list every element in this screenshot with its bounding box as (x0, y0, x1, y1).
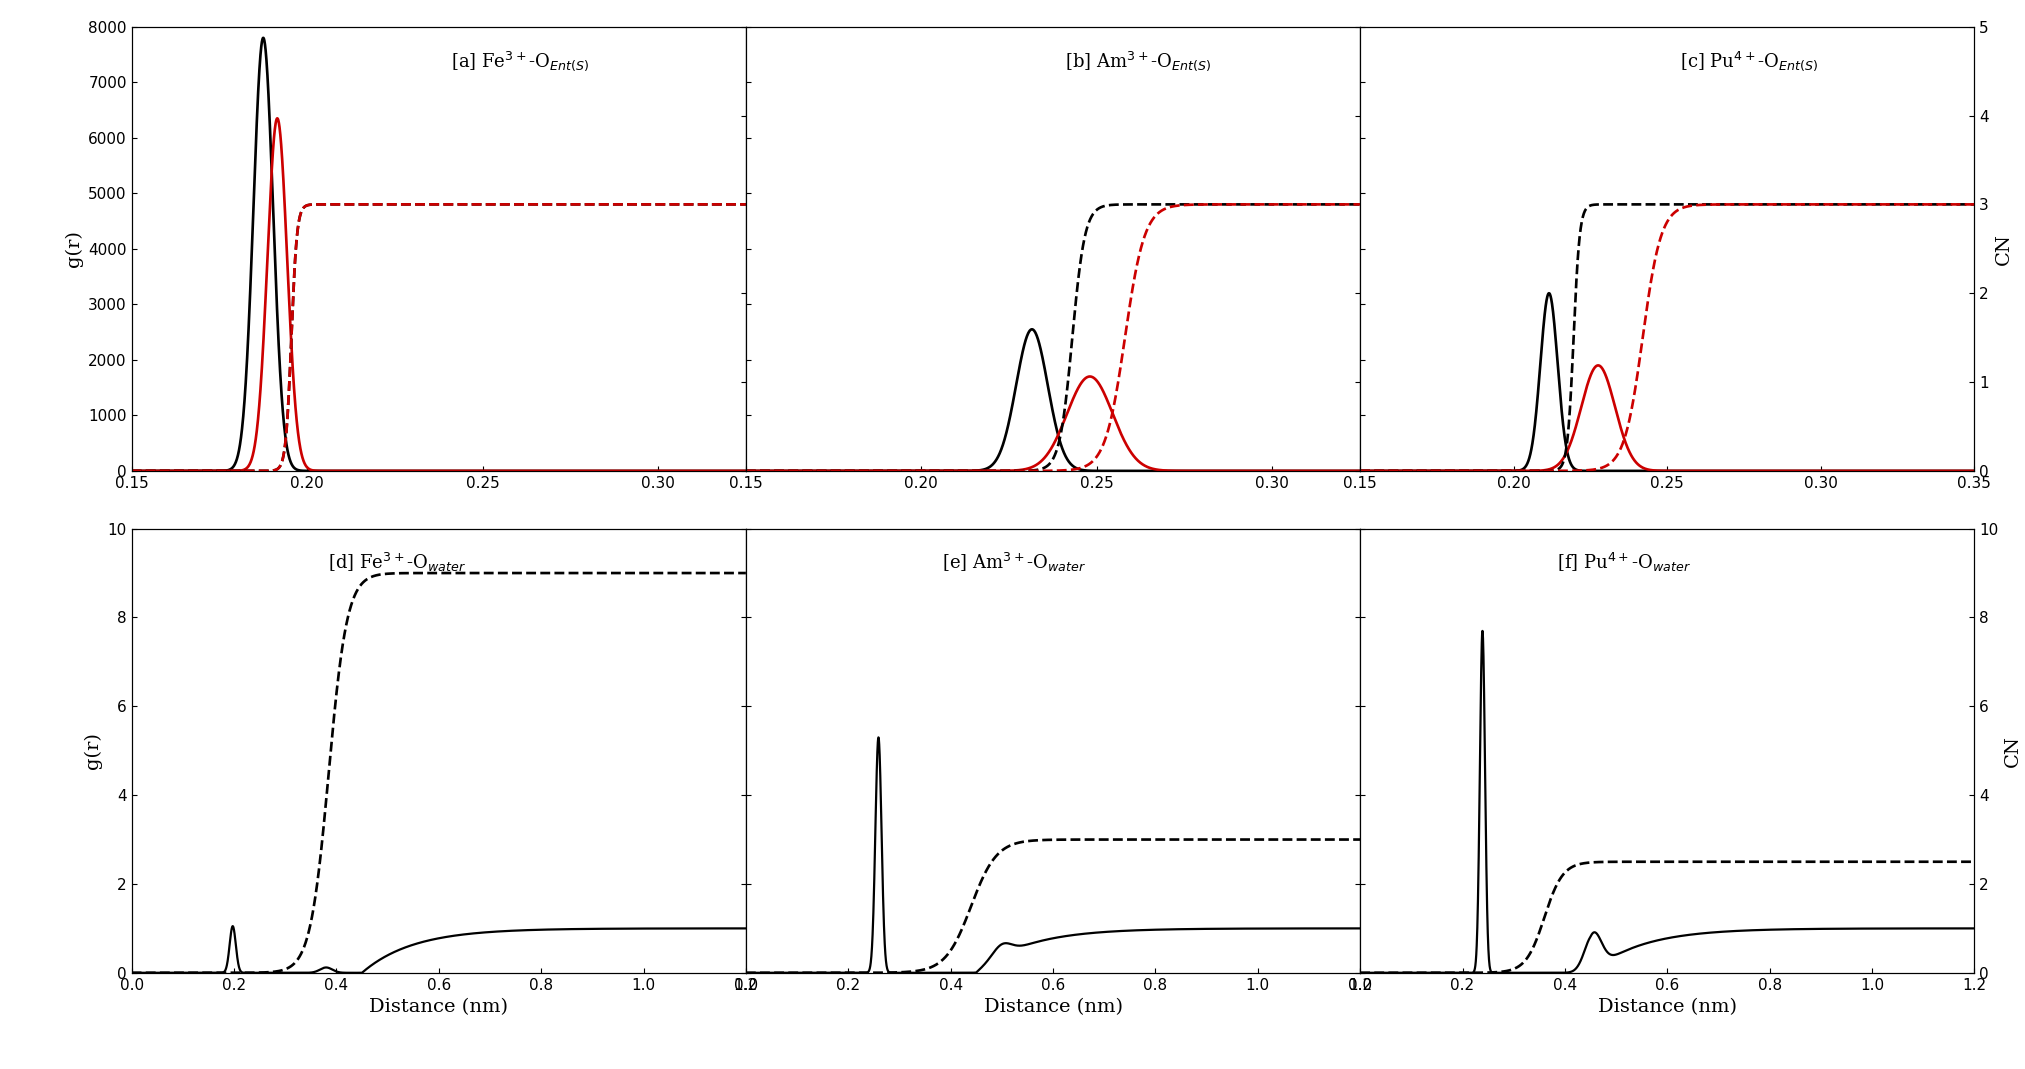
Y-axis label: g(r): g(r) (83, 732, 101, 770)
Text: [c] Pu$^{4+}$-O$_{Ent(S)}$: [c] Pu$^{4+}$-O$_{Ent(S)}$ (1679, 49, 1818, 73)
Y-axis label: g(r): g(r) (65, 230, 83, 267)
Text: [d] Fe$^{3+}$-O$_{water}$: [d] Fe$^{3+}$-O$_{water}$ (328, 551, 466, 574)
X-axis label: Distance (nm): Distance (nm) (369, 998, 508, 1017)
Y-axis label: CN: CN (2005, 734, 2023, 766)
Text: [e] Am$^{3+}$-O$_{water}$: [e] Am$^{3+}$-O$_{water}$ (942, 551, 1087, 574)
Text: [a] Fe$^{3+}$-O$_{Ent(S)}$: [a] Fe$^{3+}$-O$_{Ent(S)}$ (452, 49, 589, 73)
Y-axis label: CN: CN (1995, 233, 2013, 265)
X-axis label: Distance (nm): Distance (nm) (1598, 998, 1737, 1017)
Text: [f] Pu$^{4+}$-O$_{water}$: [f] Pu$^{4+}$-O$_{water}$ (1557, 551, 1691, 574)
X-axis label: Distance (nm): Distance (nm) (984, 998, 1122, 1017)
Text: [b] Am$^{3+}$-O$_{Ent(S)}$: [b] Am$^{3+}$-O$_{Ent(S)}$ (1065, 49, 1211, 73)
